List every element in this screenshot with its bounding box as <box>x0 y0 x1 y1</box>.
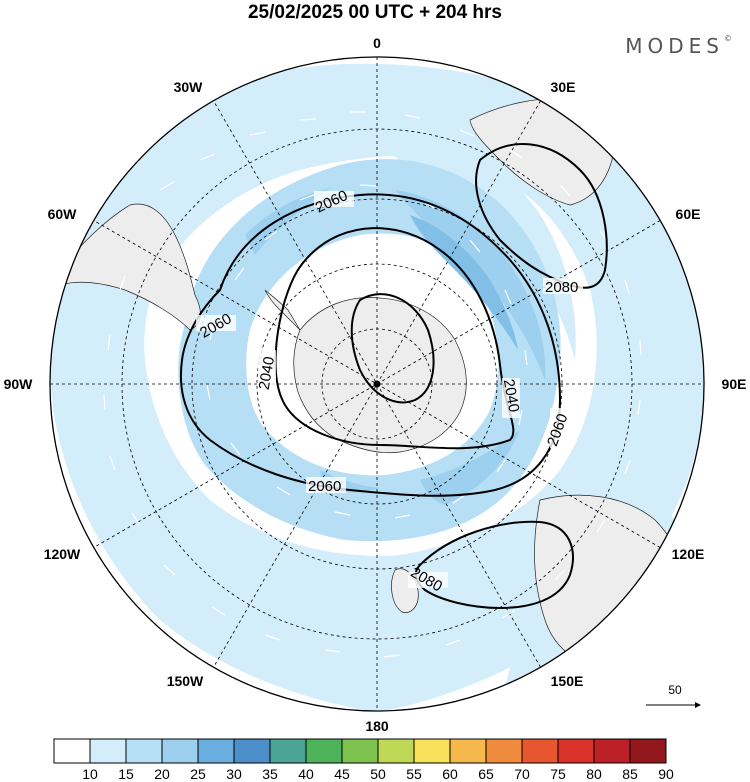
lon-label-90e: 90E <box>722 376 747 392</box>
colorbar-tick-label: 50 <box>370 766 386 782</box>
map-rim <box>49 56 705 712</box>
colorbar-tick-label: 70 <box>514 766 530 782</box>
contour-label: 2040 <box>256 355 279 391</box>
colorbar-tick-label: 65 <box>478 766 494 782</box>
colorbar-swatch <box>593 738 631 764</box>
colorbar-tick-label: 55 <box>406 766 422 782</box>
lon-label-180: 180 <box>365 718 389 734</box>
contour-2080-bottom <box>414 520 574 610</box>
contour-2060-outer <box>179 193 562 497</box>
lon-label-120e: 120E <box>672 546 705 562</box>
lon-label-150w: 150W <box>167 673 204 689</box>
colorbar-swatch <box>233 738 271 764</box>
colorbar-swatch <box>485 738 523 764</box>
contour-2040-inner <box>350 293 435 404</box>
lon-label-60e: 60E <box>676 206 701 222</box>
colorbar-swatch <box>557 738 595 764</box>
colorbar-swatch <box>89 738 127 764</box>
colorbar-swatch <box>377 738 415 764</box>
colorbar-swatch <box>197 738 235 764</box>
lon-label-30w: 30W <box>174 79 204 95</box>
colorbar-swatch <box>161 738 199 764</box>
colorbar-swatch <box>305 738 343 764</box>
colorbar-tick-label: 35 <box>262 766 278 782</box>
lon-label-0: 0 <box>373 35 381 51</box>
lon-label-30e: 30E <box>551 79 576 95</box>
brand-logo: MODES© <box>625 34 732 58</box>
contour-label: 2080 <box>545 279 578 296</box>
lon-label-90w: 90W <box>4 376 34 392</box>
colorbar-tick-label: 45 <box>334 766 350 782</box>
colorbar-swatch <box>53 738 91 764</box>
colorbar-tick-label: 90 <box>658 766 674 782</box>
graticule <box>50 57 704 711</box>
lon-label-150e: 150E <box>551 673 584 689</box>
contour-label: 2060 <box>308 478 341 495</box>
colorbar-swatch <box>449 738 487 764</box>
colorbar-tick-label: 25 <box>190 766 206 782</box>
colorbar-tick-label: 85 <box>622 766 638 782</box>
colorbar-tick-label: 30 <box>226 766 242 782</box>
map-title: 25/02/2025 00 UTC + 204 hrs <box>247 2 503 23</box>
colorbar-tick-label: 80 <box>586 766 602 782</box>
colorbar-swatch <box>125 738 163 764</box>
lon-label-120w: 120W <box>44 546 81 562</box>
colorbar-swatch <box>629 738 667 764</box>
reference-vector: 50 <box>646 683 701 708</box>
colorbar-tick-label: 60 <box>442 766 458 782</box>
colorbar-swatch <box>341 738 379 764</box>
reference-vector-label: 50 <box>668 683 682 697</box>
colorbar-tick-label: 10 <box>82 766 98 782</box>
south-america <box>59 203 201 331</box>
contour-label: 2040 <box>500 378 523 414</box>
colorbar-tick-label: 75 <box>550 766 566 782</box>
wind-vectors <box>103 111 642 658</box>
colorbar-swatch <box>521 738 559 764</box>
map-disc: 2060 2060 2040 2040 2060 2060 2080 2080 <box>50 57 704 711</box>
colorbar-tick-label: 20 <box>154 766 170 782</box>
colorbar-ticks: 10 15 20 25 30 35 40 45 50 55 60 65 70 75 80 85 90 <box>82 766 674 782</box>
copyright-mark: © <box>724 34 732 43</box>
height-contours <box>179 143 608 610</box>
brand-name: MODES <box>625 34 724 58</box>
contour-2080-top <box>475 143 608 289</box>
colorbar-swatch <box>269 738 307 764</box>
colorbar <box>53 738 667 764</box>
contour-2060-middle <box>274 227 515 450</box>
colorbar-swatch <box>413 738 451 764</box>
colorbar-tick-label: 15 <box>118 766 134 782</box>
longitude-labels: 0 30E 60E 90E 120E 150E 180 150W 120W 90… <box>4 35 747 734</box>
lon-label-60w: 60W <box>48 206 78 222</box>
colorbar-tick-label: 40 <box>298 766 314 782</box>
